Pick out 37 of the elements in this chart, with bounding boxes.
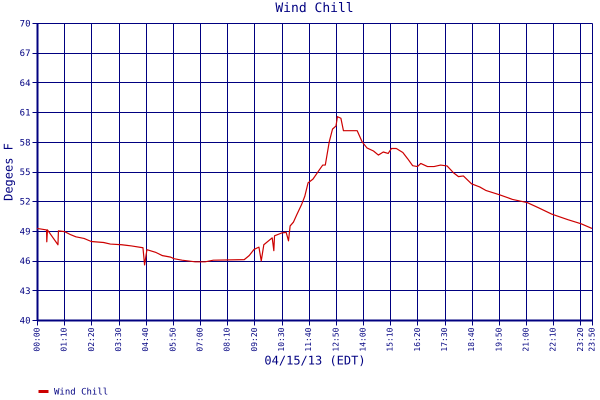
x-tick-label: 23:20 <box>576 327 585 352</box>
y-tick-label: 40 <box>20 316 30 326</box>
x-tick-label: 11:40 <box>304 327 314 352</box>
x-tick-label: 07:00 <box>196 327 205 352</box>
x-tick-label: 22:10 <box>548 327 558 352</box>
legend-label: Wind Chill <box>54 388 108 398</box>
y-axis-title: Degees F <box>2 143 16 201</box>
x-axis-title: 04/15/13 (EDT) <box>264 354 366 368</box>
x-tick-label: 18:40 <box>467 327 476 352</box>
x-tick-label: 08:10 <box>222 327 232 352</box>
y-tick-label: 67 <box>20 49 30 60</box>
x-tick-label: 17:30 <box>440 327 450 352</box>
x-tick-label: 16:20 <box>412 327 422 352</box>
y-tick-label: 55 <box>20 168 30 178</box>
y-tick-label: 52 <box>20 198 30 208</box>
x-tick-label: 01:10 <box>60 327 69 352</box>
x-tick-label: 12:50 <box>331 327 340 352</box>
x-tick-label: 04:40 <box>141 327 150 352</box>
x-tick-label: 00:00 <box>32 327 42 352</box>
x-tick-label: 21:00 <box>522 327 531 352</box>
y-tick-label: 58 <box>20 138 30 148</box>
x-tick-label: 10:30 <box>277 327 286 352</box>
x-tick-label: 15:10 <box>386 327 395 352</box>
x-tick-label: 05:50 <box>168 327 178 352</box>
y-tick-label: 49 <box>20 227 30 238</box>
y-tick-label: 70 <box>20 20 30 30</box>
y-tick-label: 64 <box>20 78 30 89</box>
x-tick-label: 02:20 <box>86 327 96 352</box>
y-tick-label: 61 <box>20 108 30 119</box>
x-tick-label: 14:00 <box>358 327 368 352</box>
x-tick-label: 23:50 <box>588 327 596 352</box>
x-tick-label: 19:50 <box>494 327 504 352</box>
x-tick-label: 03:30 <box>114 327 124 352</box>
y-tick-label: 46 <box>20 257 30 268</box>
chart-title: Wind Chill <box>275 1 354 16</box>
x-tick-label: 09:20 <box>250 327 259 352</box>
y-tick-label: 43 <box>20 286 30 297</box>
